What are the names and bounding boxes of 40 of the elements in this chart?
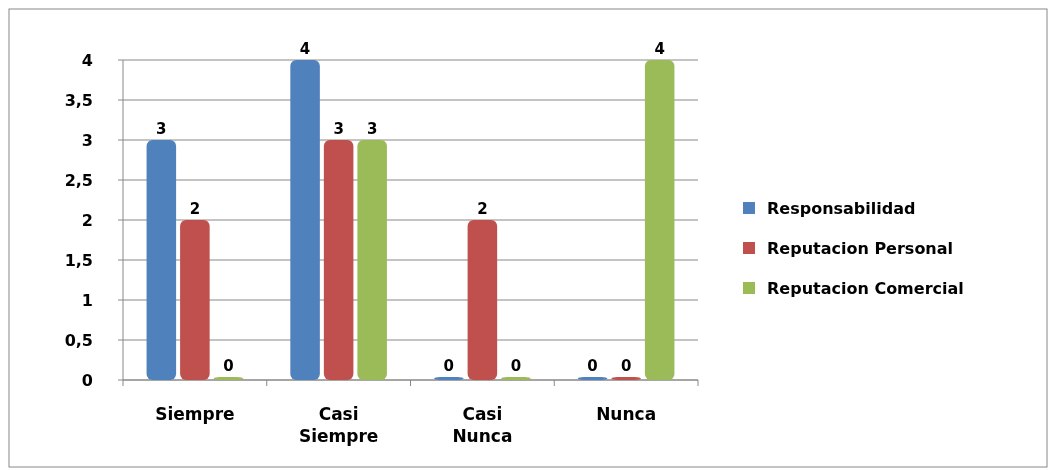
x-tick-label: Casi Nunca (452, 404, 513, 446)
legend-label: Reputacion Comercial (767, 278, 964, 298)
legend-label: Reputacion Personal (767, 238, 954, 258)
x-tick-label: Casi Siempre (298, 404, 379, 446)
data-label: 0 (223, 357, 234, 375)
data-label: 0 (510, 357, 522, 375)
bar (577, 377, 608, 380)
data-label: 0 (620, 357, 632, 375)
bar (357, 140, 387, 380)
bar (501, 377, 531, 380)
x-tick-label: Siempre (155, 404, 235, 424)
bar (213, 377, 244, 380)
y-tick-label: 4 (81, 50, 93, 70)
bar (434, 377, 464, 380)
data-label: 4 (299, 40, 311, 58)
bar (467, 220, 498, 380)
bar (323, 140, 354, 380)
data-label: 0 (587, 357, 598, 375)
y-tick-label: 2 (81, 210, 93, 230)
y-tick-label: 3,5 (64, 90, 93, 110)
bar (146, 140, 177, 380)
bar (611, 377, 641, 380)
y-tick-label: 2,5 (64, 170, 93, 190)
data-label: 4 (654, 40, 665, 58)
data-label: 0 (443, 357, 455, 375)
data-label: 3 (366, 120, 378, 138)
y-tick-label: 0,5 (64, 330, 93, 350)
bar (644, 60, 675, 380)
bar (180, 220, 210, 380)
legend-label: Responsabilidad (767, 198, 916, 218)
data-label: 3 (156, 120, 167, 138)
y-tick-label: 1 (81, 290, 93, 310)
bar (290, 60, 320, 380)
x-tick-label: Nunca (596, 404, 657, 424)
y-tick-label: 3 (81, 130, 93, 150)
y-tick-label: 0 (81, 370, 93, 390)
data-label: 3 (333, 120, 344, 138)
data-label: 2 (189, 200, 201, 218)
data-label: 2 (477, 200, 488, 218)
y-tick-label: 1,5 (64, 250, 93, 270)
